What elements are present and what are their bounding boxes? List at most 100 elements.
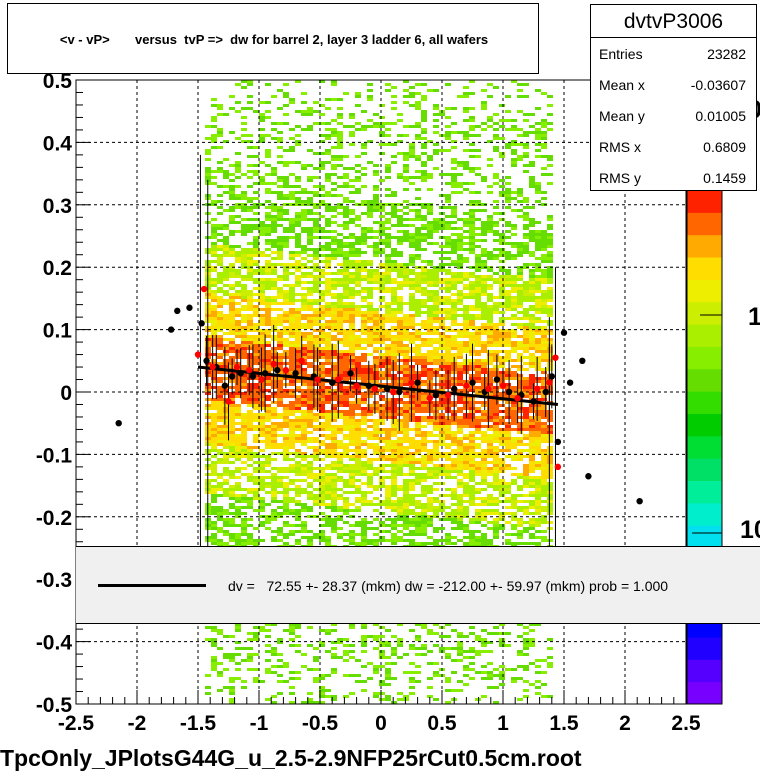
heatmap-cell [415, 512, 421, 515]
heatmap-cell [217, 245, 223, 248]
heatmap-cell [343, 392, 349, 395]
heatmap-cell [415, 308, 421, 311]
heatmap-cell [373, 473, 379, 476]
heatmap-cell [259, 362, 265, 365]
heatmap-cell [265, 518, 271, 521]
heatmap-cell [367, 269, 373, 272]
heatmap-cell [331, 335, 337, 338]
heatmap-cell [451, 320, 457, 323]
heatmap-cell [229, 173, 235, 176]
heatmap-cell [313, 236, 319, 239]
heatmap-cell [325, 488, 331, 491]
heatmap-cell [337, 443, 343, 446]
heatmap-cell [283, 395, 289, 398]
heatmap-cell [283, 467, 289, 470]
heatmap-cell [361, 401, 367, 404]
heatmap-cell [343, 500, 349, 503]
heatmap-cell [307, 227, 313, 230]
heatmap-cell [457, 356, 463, 359]
heatmap-cell [469, 275, 475, 278]
heatmap-cell [463, 275, 469, 278]
heatmap-cell [349, 167, 355, 170]
heatmap-cell [229, 404, 235, 407]
heatmap-cell [349, 311, 355, 314]
heatmap-cell [361, 452, 367, 455]
heatmap-cell [433, 317, 439, 320]
heatmap-cell [241, 455, 247, 458]
heatmap-cell [325, 401, 331, 404]
heatmap-cell [373, 206, 379, 209]
heatmap-cell [361, 644, 367, 647]
heatmap-cell [319, 410, 325, 413]
heatmap-cell [265, 233, 271, 236]
heatmap-cell [241, 647, 247, 650]
heatmap-cell [343, 659, 349, 662]
heatmap-cell [331, 527, 337, 530]
heatmap-cell [229, 497, 235, 500]
heatmap-cell [235, 524, 241, 527]
heatmap-cell [307, 353, 313, 356]
heatmap-cell [439, 335, 445, 338]
heatmap-cell [457, 437, 463, 440]
heatmap-cell [415, 197, 421, 200]
heatmap-cell [235, 383, 241, 386]
heatmap-cell [301, 527, 307, 530]
heatmap-cell [463, 230, 469, 233]
heatmap-cell [319, 689, 325, 692]
heatmap-cell [325, 152, 331, 155]
heatmap-cell [229, 251, 235, 254]
heatmap-cell [307, 254, 313, 257]
heatmap-cell [391, 428, 397, 431]
heatmap-cell [217, 671, 223, 674]
heatmap-cell [463, 272, 469, 275]
heatmap-cell [283, 338, 289, 341]
heatmap-cell [259, 113, 265, 116]
heatmap-cell [403, 407, 409, 410]
heatmap-cell [415, 227, 421, 230]
heatmap-cell [403, 230, 409, 233]
heatmap-cell [415, 521, 421, 524]
heatmap-cell [337, 134, 343, 137]
heatmap-cell [319, 371, 325, 374]
heatmap-cell [421, 647, 427, 650]
heatmap-cell [283, 176, 289, 179]
heatmap-cell [421, 446, 427, 449]
heatmap-cell [247, 392, 253, 395]
heatmap-cell [379, 641, 385, 644]
heatmap-cell [463, 110, 469, 113]
heatmap-cell [439, 503, 445, 506]
heatmap-cell [289, 422, 295, 425]
heatmap-cell [367, 368, 373, 371]
heatmap-cell [373, 533, 379, 536]
heatmap-cell [343, 287, 349, 290]
heatmap-cell [415, 212, 421, 215]
heatmap-cell [379, 665, 385, 668]
heatmap-cell [283, 263, 289, 266]
heatmap-cell [325, 398, 331, 401]
heatmap-cell [307, 125, 313, 128]
heatmap-cell [457, 449, 463, 452]
heatmap-cell [289, 341, 295, 344]
heatmap-cell [301, 455, 307, 458]
heatmap-cell [379, 500, 385, 503]
heatmap-cell [409, 296, 415, 299]
heatmap-cell [421, 440, 427, 443]
heatmap-cell [379, 413, 385, 416]
heatmap-cell [337, 332, 343, 335]
heatmap-cell [319, 473, 325, 476]
heatmap-cell [415, 359, 421, 362]
heatmap-cell [457, 329, 463, 332]
heatmap-cell [241, 518, 247, 521]
heatmap-cell [223, 446, 229, 449]
heatmap-cell [325, 260, 331, 263]
heatmap-cell [367, 374, 373, 377]
heatmap-cell [379, 242, 385, 245]
heatmap-cell [319, 308, 325, 311]
heatmap-cell [343, 509, 349, 512]
heatmap-cell [277, 314, 283, 317]
heatmap-cell [253, 293, 259, 296]
heatmap-cell [271, 422, 277, 425]
heatmap-cell [331, 455, 337, 458]
heatmap-cell [319, 185, 325, 188]
heatmap-cell [277, 146, 283, 149]
